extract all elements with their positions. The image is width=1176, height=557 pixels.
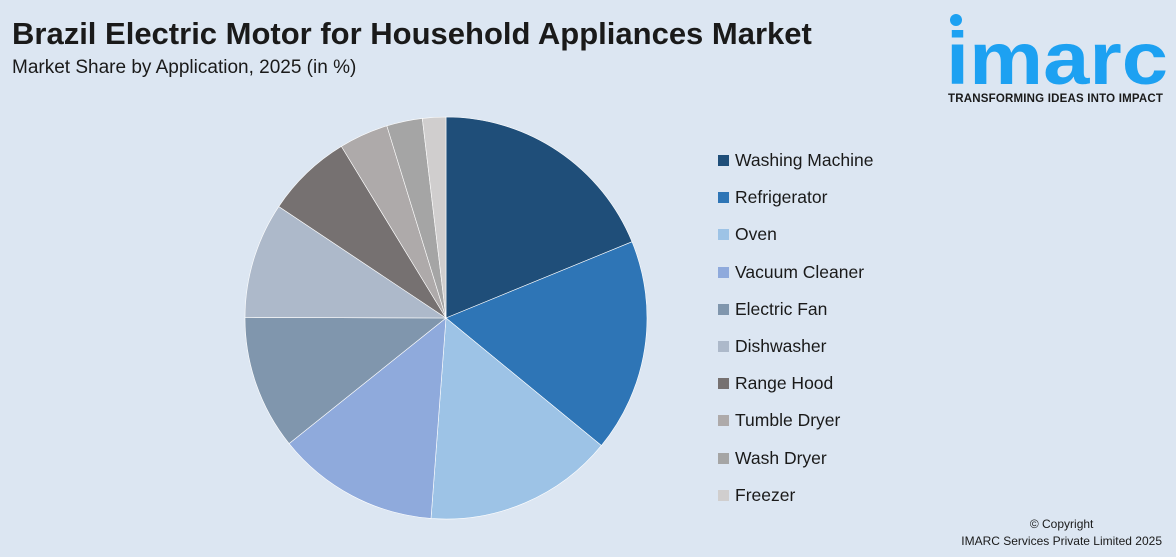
legend-label: Oven xyxy=(735,224,777,245)
legend-swatch xyxy=(718,155,729,167)
pie-slice-vacuum-cleaner xyxy=(288,317,447,519)
legend-item: Wash Dryer xyxy=(718,440,873,477)
pie-slice-oven xyxy=(430,317,602,520)
legend-label: Electric Fan xyxy=(735,298,828,319)
legend-item: Electric Fan xyxy=(718,291,873,328)
legend-label: Washing Machine xyxy=(735,150,874,171)
legend-label: Dishwasher xyxy=(735,336,827,357)
legend-swatch xyxy=(718,266,729,278)
pie-chart xyxy=(244,116,648,520)
pie-slices xyxy=(244,116,648,520)
legend-swatch xyxy=(718,452,729,464)
legend-item: Range Hood xyxy=(718,365,873,402)
legend-label: Vacuum Cleaner xyxy=(735,261,865,282)
pie-slice-washing-machine xyxy=(445,116,633,319)
logo-tagline: TRANSFORMING IDEAS INTO IMPACT xyxy=(948,93,1164,105)
legend-item: Dishwasher xyxy=(718,328,873,365)
legend-swatch xyxy=(718,192,729,204)
legend: Washing Machine Refrigerator Oven Vacuum Cl… xyxy=(718,142,873,514)
pie-slice-electric-fan xyxy=(244,317,447,445)
legend-swatch xyxy=(718,378,729,390)
legend-item: Refrigerator xyxy=(718,179,873,216)
chart-subtitle: Market Share by Application, 2025 (in %) xyxy=(12,57,357,78)
legend-item: Vacuum Cleaner xyxy=(718,254,873,291)
legend-swatch xyxy=(718,303,729,315)
copyright-company: IMARC Services Private Limited 2025 xyxy=(961,534,1162,548)
copyright-notice: © Copyright IMARC Services Private Limit… xyxy=(961,516,1162,550)
imarc-logo: imarc TRANSFORMING IDEAS INTO IMPACT xyxy=(946,12,1170,108)
legend-item: Tumble Dryer xyxy=(718,402,873,439)
legend-swatch xyxy=(718,415,729,427)
legend-swatch xyxy=(718,229,729,241)
pie-slice-refrigerator xyxy=(445,241,648,446)
pie-slice-dishwasher xyxy=(244,206,447,319)
legend-item: Washing Machine xyxy=(718,142,873,179)
legend-label: Refrigerator xyxy=(735,187,828,208)
legend-label: Range Hood xyxy=(735,373,834,394)
logo-wordmark: imarc xyxy=(946,14,1168,92)
legend-label: Wash Dryer xyxy=(735,447,827,468)
legend-item: Freezer xyxy=(718,477,873,514)
logo-dot xyxy=(950,14,962,26)
legend-label: Tumble Dryer xyxy=(735,410,841,431)
legend-item: Oven xyxy=(718,216,873,253)
legend-swatch xyxy=(718,489,729,501)
pie-slice-freezer xyxy=(421,116,447,319)
legend-swatch xyxy=(718,341,729,353)
copyright-line: © Copyright xyxy=(1029,517,1094,531)
chart-title: Brazil Electric Motor for Household Appl… xyxy=(12,16,812,51)
logo-wordmark-text: imarc xyxy=(946,17,1168,92)
legend-label: Freezer xyxy=(735,484,796,505)
